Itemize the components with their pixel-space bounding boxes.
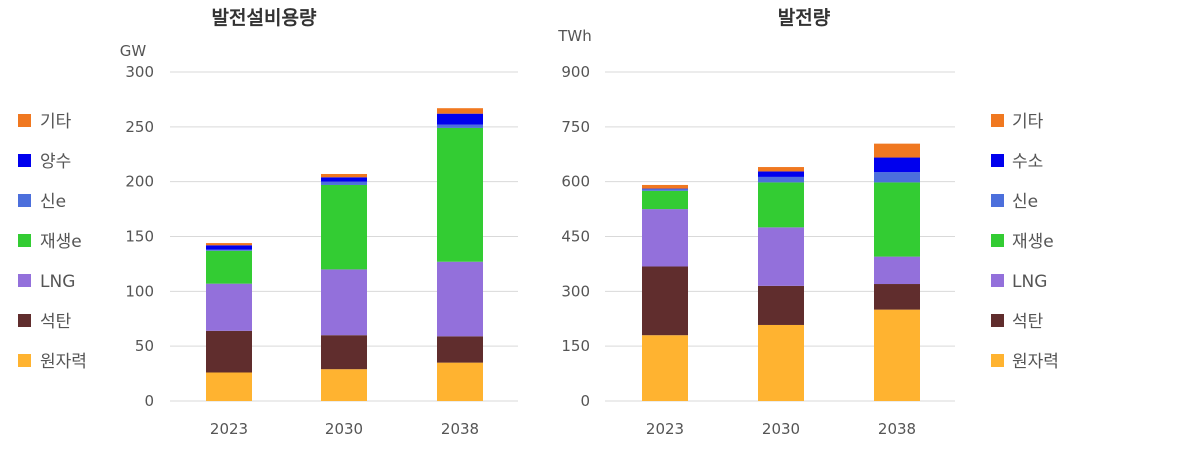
- x-tick-label: 2038: [878, 420, 916, 438]
- legend-swatch: [18, 194, 31, 207]
- bar-segment: [437, 127, 483, 262]
- bar-segment: [642, 188, 688, 191]
- legend-swatch: [18, 274, 31, 287]
- bar-segment: [642, 190, 688, 210]
- legend-label: LNG: [40, 272, 75, 292]
- bar-segment: [874, 182, 920, 257]
- y-tick-label: 150: [125, 228, 154, 246]
- y-tick-label: 50: [135, 337, 154, 355]
- bar-segment: [874, 157, 920, 173]
- y-tick-label: 250: [125, 118, 154, 136]
- bar-segment: [874, 309, 920, 401]
- legend-label: LNG: [1012, 272, 1047, 292]
- x-tick-label: 2030: [325, 420, 363, 438]
- bar-segment: [642, 209, 688, 267]
- legend-label: 재생e: [1012, 232, 1054, 252]
- bar-segment: [321, 184, 367, 270]
- legend-swatch: [991, 114, 1004, 127]
- bar-segment: [437, 113, 483, 125]
- legend-swatch: [991, 194, 1004, 207]
- legend-swatch: [18, 314, 31, 327]
- bar-segment: [206, 250, 252, 284]
- bar-segment: [206, 243, 252, 246]
- y-tick-label: 450: [561, 228, 590, 246]
- legend-label: 원자력: [1012, 352, 1059, 372]
- bar-segment: [437, 108, 483, 114]
- x-tick-label: 2023: [646, 420, 684, 438]
- legend-swatch: [18, 114, 31, 127]
- bar-segment: [206, 372, 252, 401]
- y-tick-label: 300: [125, 63, 154, 81]
- y-tick-label: 150: [561, 337, 590, 355]
- legend-swatch: [18, 154, 31, 167]
- y-tick-label: 200: [125, 173, 154, 191]
- bar-segment: [758, 227, 804, 286]
- bar-segment: [321, 173, 367, 178]
- y-tick-label: 600: [561, 173, 590, 191]
- capacity-chart: 발전설비용량 GW 0 50 100 150 200 250 300 2023 2030 2038 기타…: [18, 7, 518, 438]
- bar-segment: [874, 256, 920, 285]
- bar-segment: [206, 283, 252, 331]
- legend-label: 양수: [40, 152, 71, 172]
- bar-segment: [758, 176, 804, 183]
- y-tick-label: 300: [561, 282, 590, 300]
- bar-segment: [437, 124, 483, 128]
- bar-segment: [874, 172, 920, 183]
- y-tick-label: 0: [144, 392, 154, 410]
- bar-segment: [321, 177, 367, 182]
- bar-segment: [206, 330, 252, 373]
- legend-swatch: [991, 154, 1004, 167]
- legend-label: 신e: [40, 192, 66, 212]
- bar-segment: [437, 362, 483, 401]
- legend-swatch: [18, 354, 31, 367]
- bar-segment: [758, 171, 804, 177]
- legend-swatch: [991, 314, 1004, 327]
- legend-label: 수소: [1012, 152, 1043, 172]
- bar-segment: [758, 182, 804, 228]
- bar-segment: [642, 335, 688, 401]
- legend-label: 기타: [40, 112, 72, 132]
- legend-label: 석탄: [40, 312, 72, 332]
- bar-segment: [758, 324, 804, 401]
- legend-label: 석탄: [1012, 312, 1044, 332]
- y-tick-label: 0: [580, 392, 590, 410]
- bar-segment: [642, 184, 688, 189]
- chart-title: 발전량: [778, 7, 831, 29]
- legend-label: 신e: [1012, 192, 1038, 212]
- bar-segment: [437, 261, 483, 337]
- chart-title: 발전설비용량: [212, 7, 317, 29]
- x-tick-label: 2023: [210, 420, 248, 438]
- bar-segment: [642, 266, 688, 336]
- legend-swatch: [18, 234, 31, 247]
- bar-segment: [321, 369, 367, 401]
- bar-segment: [321, 181, 367, 185]
- legend-label: 원자력: [40, 352, 87, 372]
- legend-swatch: [991, 234, 1004, 247]
- bar-segment: [321, 269, 367, 336]
- bar-segment: [321, 335, 367, 370]
- bar-segment: [437, 336, 483, 363]
- bar-segment: [758, 285, 804, 325]
- y-tick-label: 100: [125, 282, 154, 300]
- bar-segment: [206, 245, 252, 250]
- bar-segment: [758, 167, 804, 172]
- bar-segment: [874, 284, 920, 310]
- generation-chart: 발전량 TWh 0 150 300 450 600 750 900 2023 2030 2038 기타수…: [557, 7, 1059, 438]
- bar-segment: [206, 249, 252, 251]
- x-tick-label: 2030: [762, 420, 800, 438]
- y-tick-label: 900: [561, 63, 590, 81]
- bar-segment: [874, 143, 920, 158]
- y-axis-unit: TWh: [557, 27, 592, 45]
- x-tick-label: 2038: [441, 420, 479, 438]
- legend-swatch: [991, 274, 1004, 287]
- legend-swatch: [991, 354, 1004, 367]
- legend-label: 기타: [1012, 112, 1044, 132]
- y-axis-unit: GW: [120, 42, 147, 60]
- legend-label: 재생e: [40, 232, 82, 252]
- y-tick-label: 750: [561, 118, 590, 136]
